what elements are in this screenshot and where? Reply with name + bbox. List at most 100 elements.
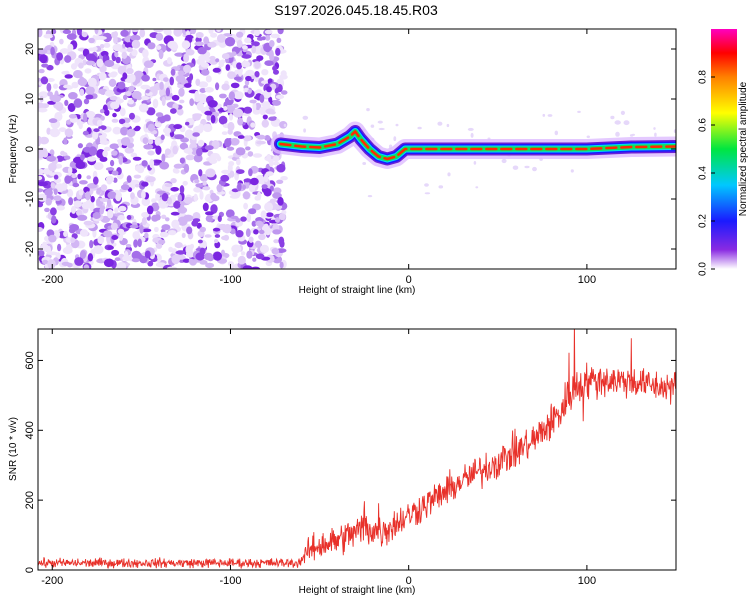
noise-blob xyxy=(238,68,243,77)
noise-blob xyxy=(256,140,266,145)
noise-blob xyxy=(184,129,194,139)
noise-blob xyxy=(242,265,253,269)
noise-blob xyxy=(230,263,235,269)
noise-blob xyxy=(81,31,88,38)
noise-blob xyxy=(273,155,280,163)
noise-blob xyxy=(260,210,267,219)
noise-blob xyxy=(173,29,183,37)
noise-blob xyxy=(147,260,154,267)
spectrogram-x-tick-label: 100 xyxy=(578,274,596,286)
noise-blob xyxy=(231,244,242,254)
noise-blob xyxy=(155,112,164,118)
noise-blob xyxy=(155,193,160,201)
noise-blob xyxy=(43,33,53,39)
noise-blob xyxy=(276,179,284,184)
noise-blob xyxy=(120,126,129,136)
noise-blob xyxy=(189,73,194,81)
noise-blob xyxy=(117,81,126,90)
scatter-blob xyxy=(475,186,479,189)
noise-blob xyxy=(275,94,285,99)
noise-blob xyxy=(141,160,148,167)
noise-blob xyxy=(249,99,257,104)
noise-blob xyxy=(161,214,167,219)
noise-blob xyxy=(250,266,261,269)
noise-blob xyxy=(261,184,268,190)
noise-blob xyxy=(243,202,249,210)
noise-blob xyxy=(109,143,120,150)
scatter-blob xyxy=(542,113,546,117)
noise-blob xyxy=(130,192,135,200)
noise-blob xyxy=(93,128,100,133)
noise-blob xyxy=(71,173,77,179)
noise-blob xyxy=(131,39,141,49)
noise-blob xyxy=(254,61,261,69)
noise-blob xyxy=(216,29,221,32)
scatter-blob xyxy=(654,132,657,137)
noise-blob xyxy=(141,85,148,90)
snr-x-tick-label: -200 xyxy=(41,575,63,587)
noise-blob xyxy=(73,70,83,79)
noise-blob xyxy=(131,29,139,33)
noise-blob xyxy=(68,197,74,206)
noise-blob xyxy=(237,117,244,126)
noise-blob xyxy=(266,86,272,93)
noise-blob xyxy=(83,220,94,226)
noise-blob xyxy=(108,78,117,87)
noise-blob xyxy=(204,110,213,116)
noise-blob xyxy=(258,229,265,235)
noise-blob xyxy=(100,184,108,192)
noise-blob xyxy=(254,102,262,111)
noise-blob xyxy=(85,53,96,62)
noise-blob xyxy=(163,127,171,134)
noise-blob xyxy=(185,49,195,56)
noise-blob xyxy=(58,127,67,133)
noise-blob xyxy=(229,138,240,146)
noise-blob xyxy=(105,175,115,183)
scatter-blob xyxy=(283,123,287,127)
noise-blob xyxy=(87,77,97,88)
noise-blob xyxy=(64,74,73,79)
noise-blob xyxy=(280,70,287,78)
noise-blob xyxy=(179,157,185,164)
spectrogram-x-label: Height of straight line (km) xyxy=(299,285,416,296)
noise-blob xyxy=(202,180,207,186)
noise-blob xyxy=(38,68,45,74)
noise-blob xyxy=(186,226,193,235)
noise-blob xyxy=(228,113,234,121)
noise-blob xyxy=(255,220,264,227)
noise-blob xyxy=(207,100,218,108)
noise-blob xyxy=(170,178,177,184)
noise-blob xyxy=(195,183,204,188)
noise-blob xyxy=(144,232,149,239)
colorbar-tick-label: 0.2 xyxy=(698,214,709,228)
noise-blob xyxy=(179,142,189,150)
noise-blob xyxy=(50,182,55,189)
noise-blob xyxy=(62,84,72,89)
scatter-blob xyxy=(424,192,431,195)
noise-blob xyxy=(131,258,140,263)
noise-blob xyxy=(38,188,44,193)
noise-blob xyxy=(84,68,92,74)
noise-blob xyxy=(236,39,243,49)
noise-blob xyxy=(189,143,198,150)
noise-blob xyxy=(63,230,68,237)
noise-blob xyxy=(56,52,63,61)
noise-blob xyxy=(173,168,180,174)
noise-blob xyxy=(67,103,76,112)
noise-blob xyxy=(276,37,282,43)
noise-blob xyxy=(183,214,194,222)
noise-blob xyxy=(64,175,72,184)
noise-blob xyxy=(132,231,140,240)
noise-blob xyxy=(99,207,105,215)
noise-blob xyxy=(77,173,82,180)
noise-blob xyxy=(63,155,71,160)
scatter-blob xyxy=(610,115,615,120)
noise-blob xyxy=(133,239,139,248)
noise-blob xyxy=(256,55,264,61)
noise-blob xyxy=(161,96,166,107)
noise-blob xyxy=(262,114,268,120)
noise-blob xyxy=(147,123,155,132)
noise-blob xyxy=(265,108,275,115)
noise-blob xyxy=(277,196,284,206)
